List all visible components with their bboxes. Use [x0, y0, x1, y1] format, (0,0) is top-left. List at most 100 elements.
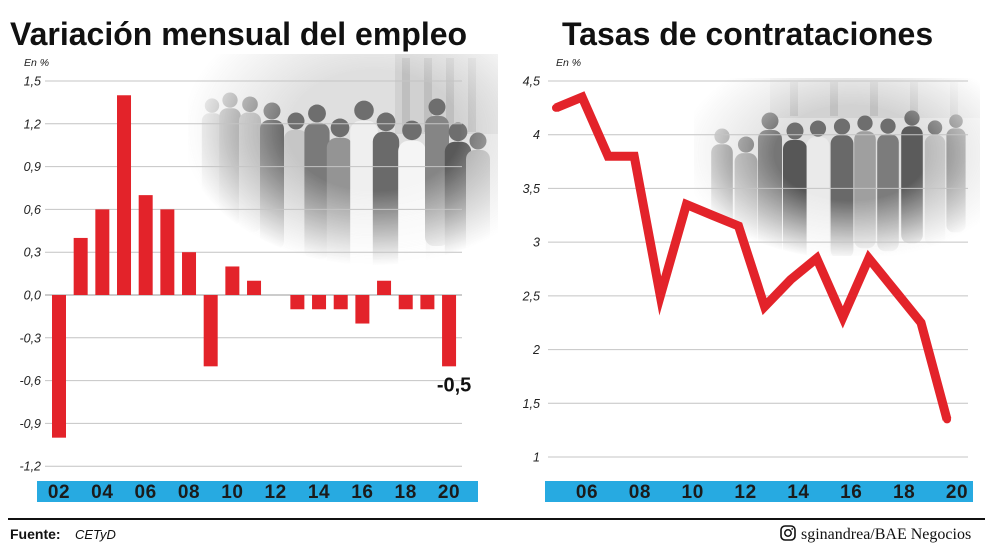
- photo-person-head: [242, 96, 258, 113]
- photo-person-head: [204, 98, 220, 113]
- photo-person-body: [806, 137, 830, 261]
- x-tick-labels: 06 08 10 12 14 16 18 20: [576, 482, 968, 503]
- bar: [398, 295, 413, 310]
- data-point: [708, 211, 717, 220]
- y-tick-labels: 4,5 4 3,5 3 2,5 2 1,5 1: [522, 75, 540, 465]
- x-tick-label: 10: [221, 482, 243, 503]
- photo-person-head: [833, 118, 851, 135]
- photo-person-body: [425, 116, 449, 246]
- data-point: [786, 275, 795, 284]
- photo-person-body: [711, 144, 733, 262]
- photo-person-head: [376, 112, 396, 132]
- data-point: [604, 152, 613, 161]
- x-tick-label: 18: [395, 482, 417, 503]
- data-point: [943, 415, 952, 424]
- bar: [420, 295, 435, 310]
- photo-person-head: [330, 118, 350, 138]
- photo-person-body: [201, 113, 223, 224]
- photo-building: [402, 58, 410, 132]
- series: [552, 91, 952, 424]
- x-tick-label: 14: [308, 482, 330, 503]
- x-tick-label: 18: [893, 482, 915, 503]
- photo-person-head: [354, 100, 374, 121]
- photo-person-body: [877, 134, 899, 252]
- x-tick-label: 02: [48, 482, 70, 503]
- photo-person-body: [758, 130, 782, 260]
- y-tick-label: 1: [533, 451, 540, 465]
- y-tick-label: -1,2: [19, 460, 41, 474]
- instagram-icon: [780, 525, 796, 541]
- background-photo: [694, 78, 980, 277]
- y-tick-label: -0,6: [19, 374, 41, 388]
- bar: [95, 209, 110, 295]
- y-tick-label: 3: [533, 236, 540, 250]
- photo-person-head: [880, 118, 896, 134]
- photo-person-head: [308, 104, 326, 123]
- x-tick-label: 08: [629, 482, 651, 503]
- x-tick-labels: 02 04 06 08 10 12 14 16 18 20: [48, 482, 460, 503]
- y-tick-label: 2,5: [522, 289, 540, 303]
- photo-person-body: [946, 128, 966, 233]
- y-axis-unit-label: En %: [556, 57, 581, 69]
- y-tick-label: 1,5: [523, 397, 540, 411]
- last-value-annotation: -0,5: [437, 374, 471, 396]
- y-tick-label: 0,3: [24, 246, 41, 260]
- photo-person-head: [904, 110, 920, 126]
- bar: [182, 252, 197, 295]
- photo-person-head: [737, 136, 755, 153]
- data-point: [552, 103, 560, 112]
- bar: [160, 209, 175, 295]
- photo-building: [424, 58, 432, 132]
- y-tick-label: 2: [532, 343, 540, 357]
- data-point: [916, 318, 925, 327]
- photo-building: [790, 82, 798, 116]
- photo-building: [870, 82, 878, 116]
- bar: [138, 195, 153, 295]
- y-tick-label: -0,3: [19, 331, 41, 345]
- data-point: [760, 302, 769, 311]
- gridlines: [548, 80, 968, 458]
- bar: [73, 237, 88, 295]
- photo-building: [910, 82, 918, 116]
- y-tick-label: 4: [533, 128, 540, 142]
- bar: [333, 295, 348, 310]
- photo-person-body: [444, 141, 472, 285]
- photo-person-body: [260, 120, 284, 250]
- photo-person-body: [901, 126, 923, 244]
- data-point: [864, 254, 873, 263]
- photo-person-head: [809, 120, 827, 137]
- data-point: [890, 286, 899, 295]
- source-name: CETyD: [75, 527, 116, 542]
- photo-person-head: [786, 122, 804, 140]
- y-axis-unit-label: En %: [24, 57, 49, 69]
- right-chart-title: Tasas de contrataciones: [562, 16, 933, 52]
- credit-text: sginandrea/BAE Negocios: [801, 526, 971, 543]
- x-tick-label: 04: [91, 482, 113, 503]
- bar: [247, 280, 262, 295]
- photo-person-head: [469, 132, 487, 150]
- series-line: [554, 91, 952, 421]
- y-tick-label: 1,5: [24, 75, 41, 89]
- bar: [225, 266, 240, 295]
- x-axis-band: [545, 481, 973, 502]
- y-tick-label: -0,9: [19, 417, 41, 431]
- bar: [52, 295, 66, 438]
- x-tick-label: 14: [787, 482, 809, 503]
- x-tick-label: 16: [351, 482, 373, 503]
- photo-person-head: [949, 114, 963, 128]
- hiring-rates-chart: En % 4,5 4 3,5 3 2,5 2 1,5 1 06 08 10 12 14 16 18 20: [522, 57, 980, 503]
- photo-person-head: [761, 112, 779, 130]
- x-tick-label: 06: [135, 482, 157, 503]
- photo-person-body: [854, 131, 876, 249]
- photo-person-head: [402, 120, 422, 141]
- bar: [355, 295, 370, 324]
- bar: [312, 295, 327, 310]
- x-tick-label: 08: [178, 482, 200, 503]
- source-label: Fuente:: [10, 526, 61, 542]
- photo-person-body: [924, 135, 946, 246]
- data-point: [838, 313, 847, 322]
- photo-person-body: [284, 130, 308, 260]
- photo-person-body: [783, 140, 807, 270]
- y-tick-label: 3,5: [523, 182, 540, 196]
